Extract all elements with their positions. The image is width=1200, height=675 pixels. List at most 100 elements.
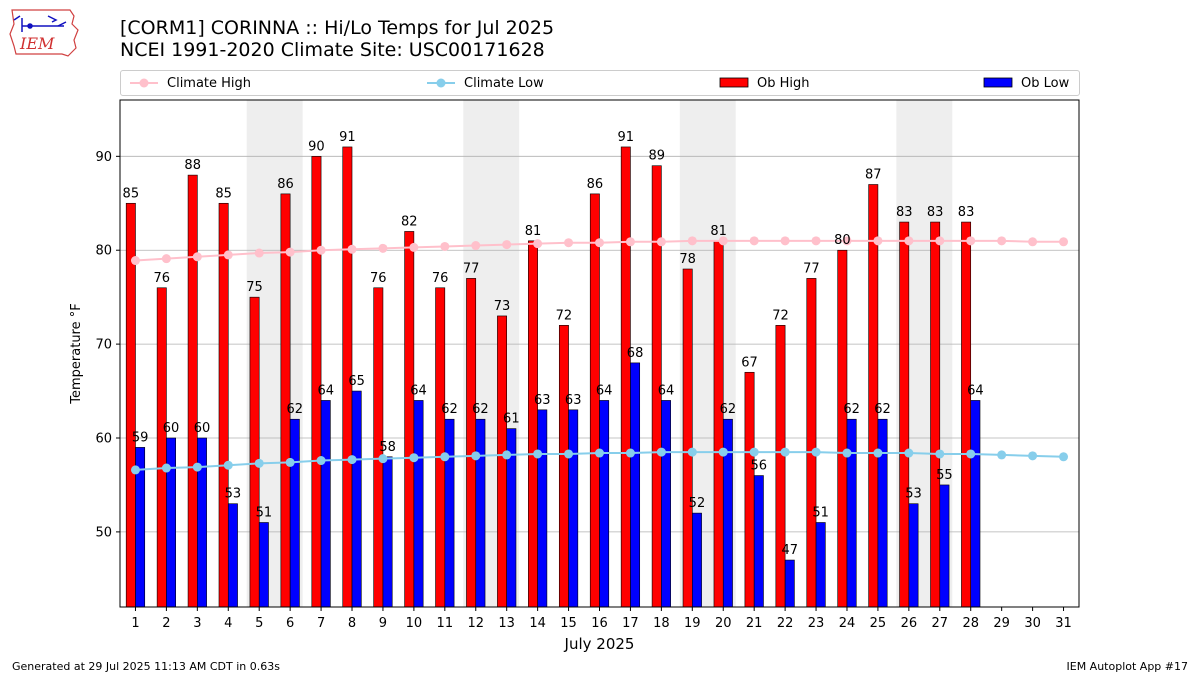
ob-high-label-day-11: 76 bbox=[432, 271, 449, 286]
ob-low-label-day-20: 62 bbox=[720, 402, 737, 417]
ob-low-bar-day-18 bbox=[661, 400, 671, 608]
ob-low-label-day-2: 60 bbox=[163, 421, 180, 436]
x-tick-label-16: 16 bbox=[591, 616, 608, 631]
climate-high-point-day-26 bbox=[904, 236, 914, 246]
ob-low-bar-day-16 bbox=[599, 400, 610, 608]
x-tick-label-23: 23 bbox=[808, 616, 825, 631]
legend-item-ob-low: Ob Low bbox=[983, 71, 1069, 95]
x-tick-label-1: 1 bbox=[131, 616, 139, 631]
climate-high-point-day-27 bbox=[935, 236, 945, 246]
ob-low-bar-day-26 bbox=[908, 503, 919, 608]
ob-high-bar-day-14 bbox=[528, 240, 538, 608]
ob-high-label-day-26: 83 bbox=[896, 205, 913, 220]
ob-high-bar-day-7 bbox=[311, 156, 322, 608]
ob-high-label-day-4: 85 bbox=[215, 186, 232, 201]
x-tick-label-19: 19 bbox=[684, 616, 701, 631]
ob-high-label-day-2: 76 bbox=[153, 271, 170, 286]
ob-low-bar-day-15 bbox=[568, 409, 579, 608]
ob-low-bar-day-4 bbox=[227, 503, 238, 608]
legend: Climate High Climate Low Ob High Ob Low bbox=[120, 70, 1080, 96]
ob-low-bar-day-27 bbox=[939, 484, 950, 608]
ob-low-bar-day-28 bbox=[970, 400, 981, 608]
footer-app: IEM Autoplot App #17 bbox=[1066, 660, 1189, 673]
ob-high-bar-day-10 bbox=[404, 231, 415, 608]
climate-high-point-day-2 bbox=[161, 254, 171, 264]
ob-high-bar-day-23 bbox=[806, 278, 817, 608]
ob-high-label-day-24: 80 bbox=[834, 233, 851, 248]
y-tick-label-90: 90 bbox=[95, 150, 112, 165]
climate-low-point-day-27 bbox=[935, 449, 945, 459]
ob-high-label-day-20: 81 bbox=[710, 224, 727, 239]
footer-generated: Generated at 29 Jul 2025 11:13 AM CDT in… bbox=[12, 660, 280, 673]
ob-high-label-day-15: 72 bbox=[556, 308, 573, 323]
climate-low-point-day-22 bbox=[780, 447, 790, 457]
climate-high-point-day-7 bbox=[316, 245, 326, 255]
climate-low-point-day-8 bbox=[347, 455, 357, 465]
x-tick-label-26: 26 bbox=[901, 616, 918, 631]
logo-text: IEM bbox=[19, 34, 55, 53]
ob-low-label-day-27: 55 bbox=[936, 468, 953, 483]
ob-low-bar-day-5 bbox=[258, 522, 269, 608]
climate-low-point-day-26 bbox=[904, 448, 914, 458]
climate-high-point-day-29 bbox=[997, 236, 1007, 246]
x-tick-label-25: 25 bbox=[870, 616, 887, 631]
ob-low-label-day-16: 64 bbox=[596, 383, 613, 398]
ob-low-bar-day-17 bbox=[630, 362, 641, 608]
climate-high-point-day-21 bbox=[749, 236, 759, 246]
ob-low-label-day-26: 53 bbox=[905, 487, 922, 502]
ob-low-label-day-17: 68 bbox=[627, 346, 644, 361]
ob-low-label-day-22: 47 bbox=[781, 543, 798, 558]
climate-low-point-day-6 bbox=[285, 457, 295, 467]
ob-low-label-day-12: 62 bbox=[472, 402, 489, 417]
ob-high-label-day-16: 86 bbox=[587, 177, 604, 192]
climate-low-point-day-15 bbox=[564, 449, 574, 459]
ob-low-label-day-3: 60 bbox=[194, 421, 211, 436]
ob-high-bar-day-16 bbox=[589, 193, 600, 608]
x-tick-label-15: 15 bbox=[560, 616, 577, 631]
climate-low-point-day-25 bbox=[873, 448, 883, 458]
ob-high-label-day-27: 83 bbox=[927, 205, 944, 220]
ob-high-label-day-7: 90 bbox=[308, 139, 325, 154]
bar-value-labels: 85 76 88 85 75 86 90 91 76 82 76 77 73 81 72 86 91 89 78 81… bbox=[123, 130, 984, 558]
legend-label-climate-high: Climate High bbox=[167, 75, 252, 91]
ob-low-label-day-19: 52 bbox=[689, 496, 706, 511]
ob-low-bar-day-22 bbox=[784, 559, 795, 608]
ob-high-label-day-17: 91 bbox=[618, 130, 635, 145]
climate-high-point-day-23 bbox=[811, 236, 821, 246]
climate-low-point-day-17 bbox=[625, 448, 635, 458]
x-tick-label-13: 13 bbox=[498, 616, 515, 631]
ob-high-bar-day-28 bbox=[961, 221, 972, 608]
climate-low-point-day-1 bbox=[130, 465, 140, 475]
ob-low-bar-day-9 bbox=[382, 456, 393, 608]
climate-high-point-day-13 bbox=[502, 240, 512, 250]
ob-high-bar-day-4 bbox=[218, 202, 229, 608]
x-tick-label-22: 22 bbox=[777, 616, 794, 631]
climate-low-point-day-7 bbox=[316, 456, 326, 466]
ob-low-label-day-18: 64 bbox=[658, 383, 675, 398]
ob-low-bar-day-20 bbox=[722, 418, 733, 608]
legend-item-climate-high: Climate High bbox=[129, 71, 251, 95]
ob-high-bar-day-27 bbox=[930, 221, 941, 608]
ob-low-label-day-8: 65 bbox=[348, 374, 365, 389]
ob-low-label-day-11: 62 bbox=[441, 402, 458, 417]
climate-low-point-day-24 bbox=[842, 448, 852, 458]
climate-low-point-day-2 bbox=[161, 463, 171, 473]
y-tick-label-80: 80 bbox=[95, 244, 112, 259]
ob-high-bar-day-3 bbox=[187, 174, 198, 608]
climate-low-swatch-icon bbox=[427, 78, 455, 88]
ob-low-label-day-25: 62 bbox=[874, 402, 891, 417]
climate-high-point-day-22 bbox=[780, 236, 790, 246]
climate-high-point-day-5 bbox=[254, 248, 264, 258]
climate-high-swatch-icon bbox=[130, 78, 158, 88]
climate-high-point-day-16 bbox=[595, 238, 604, 248]
climate-low-point-day-29 bbox=[997, 450, 1007, 460]
ob-high-bar-day-24 bbox=[837, 249, 848, 608]
climate-high-point-day-31 bbox=[1059, 237, 1069, 247]
ob-low-label-day-5: 51 bbox=[256, 506, 273, 521]
legend-label-climate-low: Climate Low bbox=[464, 75, 544, 91]
climate-high-point-day-20 bbox=[718, 236, 728, 246]
ob-high-bar-day-25 bbox=[868, 184, 879, 608]
climate-low-point-day-31 bbox=[1059, 452, 1069, 462]
ob-high-bar-day-12 bbox=[466, 278, 477, 608]
